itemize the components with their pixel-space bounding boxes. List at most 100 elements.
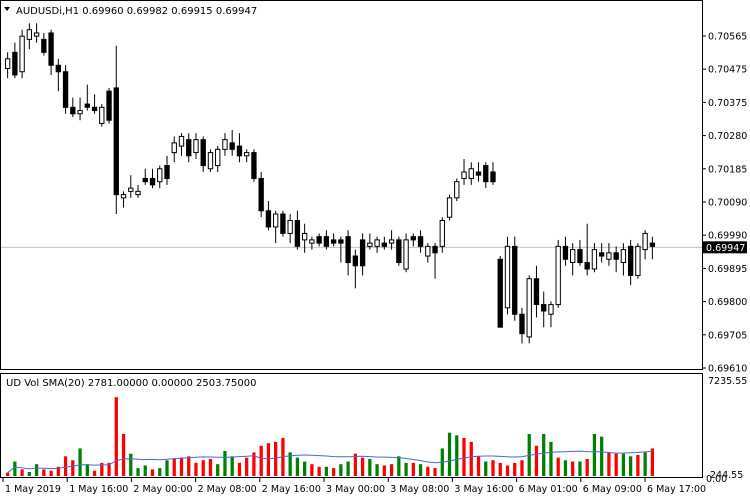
candle-body	[207, 152, 214, 170]
candle-body	[649, 242, 656, 247]
candle-body	[338, 239, 344, 244]
volume-bar	[389, 464, 394, 476]
candle-body	[12, 51, 18, 76]
candle-body	[330, 239, 337, 244]
volume-bar	[5, 472, 10, 476]
price-tick-label: 0.70280	[708, 131, 747, 142]
volume-bar	[223, 451, 227, 476]
volume-bar	[433, 468, 437, 476]
candle-body	[519, 313, 525, 335]
volume-bar	[27, 472, 31, 476]
volume-bar	[252, 452, 256, 476]
candle-body	[171, 142, 177, 154]
candle-body	[309, 239, 315, 244]
volume-bar	[397, 456, 401, 476]
volume-bar	[288, 452, 292, 476]
candle-body	[526, 278, 532, 338]
candle-body	[439, 219, 445, 247]
volume-panel-frame[interactable]	[0, 373, 703, 478]
price-panel-frame[interactable]	[0, 0, 703, 370]
price-tick-label: 0.69800	[708, 297, 747, 308]
price-tick-label: 0.69610	[708, 364, 747, 375]
candle-body	[359, 239, 366, 267]
volume-bar	[462, 437, 466, 476]
volume-bar	[484, 461, 488, 476]
volume-bar	[310, 464, 314, 476]
candle-body	[244, 152, 250, 157]
candle-body	[396, 239, 402, 264]
candle-body	[352, 255, 359, 267]
volume-bar	[513, 462, 517, 476]
indicator-header: UD Vol SMA(20) 2781.00000 0.00000 2503.7…	[6, 378, 256, 389]
volume-bar	[20, 469, 24, 476]
volume-bar	[411, 462, 415, 476]
volume-bar	[201, 460, 205, 476]
candle-body	[55, 64, 62, 73]
candle-body	[287, 219, 293, 234]
candle-body	[4, 58, 11, 70]
volume-bar	[607, 452, 611, 476]
candle-body	[570, 249, 576, 264]
time-tick-label: 3 May 00:00	[326, 484, 385, 495]
candle-body	[490, 171, 496, 183]
candle-body	[229, 142, 235, 150]
volume-bar	[578, 461, 582, 476]
volume-bar	[534, 445, 539, 476]
volume-bar	[245, 457, 249, 476]
candle-body	[301, 232, 308, 241]
volume-bar	[491, 460, 495, 476]
candle-body	[222, 139, 228, 150]
volume-bar	[172, 458, 176, 476]
time-tick-label: 1 May 2019	[5, 484, 61, 495]
volume-bar	[78, 448, 82, 476]
symbol-dropdown-icon[interactable]	[4, 7, 10, 11]
candle-body	[562, 245, 569, 260]
volume-bar	[498, 462, 502, 476]
candle-body	[200, 139, 206, 167]
candle-body	[106, 90, 112, 121]
candle-body	[512, 245, 518, 315]
candle-body	[374, 239, 380, 247]
volume-axis: 7235.55 244.550.00	[706, 376, 747, 485]
candle-body	[454, 181, 460, 199]
candle-body	[613, 252, 619, 260]
volume-bar	[382, 465, 386, 476]
volume-bar	[469, 441, 473, 476]
candle-body	[113, 87, 119, 196]
volume-bar	[42, 469, 46, 476]
volume-bar	[266, 443, 271, 476]
candle-body	[41, 38, 47, 53]
candle-body	[606, 252, 612, 260]
candle-body	[215, 148, 221, 167]
volume-bar	[187, 456, 191, 476]
volume-bar	[563, 460, 568, 476]
candle-body	[316, 236, 322, 244]
candle-body	[33, 32, 40, 37]
candle-body	[483, 165, 489, 183]
volume-bar	[375, 464, 379, 476]
volume-tick-label: 7235.55	[708, 376, 747, 387]
current-price-label: 0.69947	[706, 243, 745, 254]
volume-bar	[629, 456, 633, 476]
candle-body	[635, 245, 641, 276]
price-tick-label: 0.70375	[708, 98, 747, 109]
candle-series	[4, 23, 656, 344]
volume-bar	[13, 461, 17, 476]
candle-body	[541, 304, 547, 312]
volume-bar	[317, 466, 321, 476]
volume-bar	[636, 454, 640, 476]
price-tick-label: 0.70475	[708, 65, 747, 76]
volume-bar	[542, 433, 546, 476]
candle-body	[497, 258, 503, 328]
candle-body	[555, 245, 561, 306]
candle-body	[504, 245, 511, 309]
time-tick-label: 3 May 08:00	[390, 484, 449, 495]
price-tick-label: 0.69990	[708, 231, 747, 242]
candle-body	[388, 239, 395, 244]
volume-bar	[259, 445, 263, 476]
candle-body	[294, 219, 301, 247]
candle-body	[323, 236, 330, 247]
time-tick-label: 6 May 09:00	[583, 484, 642, 495]
volume-bar	[136, 468, 140, 476]
